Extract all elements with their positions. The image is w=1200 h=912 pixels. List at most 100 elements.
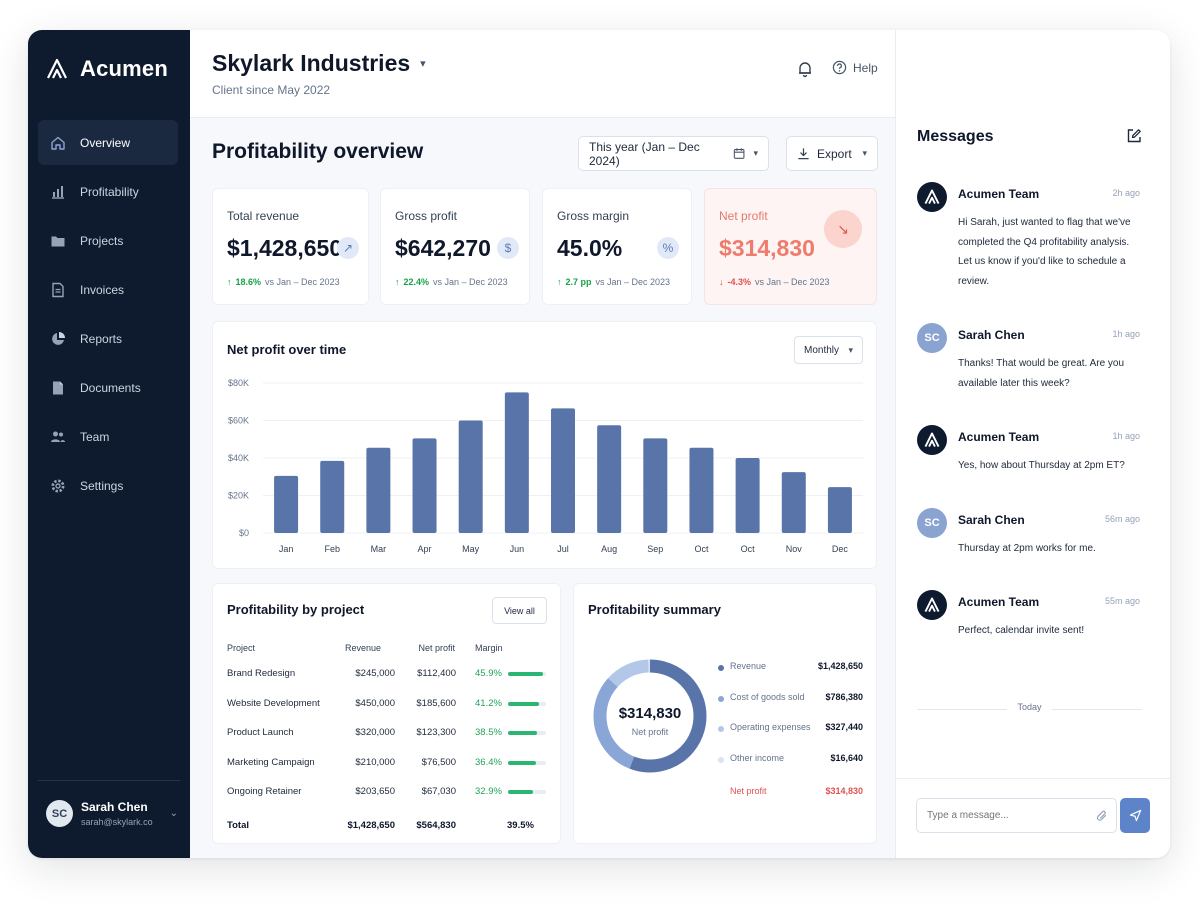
compose-icon[interactable] <box>1126 128 1142 144</box>
x-tick-label: Oct <box>741 544 756 554</box>
brand-name: Acumen <box>80 56 168 81</box>
table-row[interactable]: Product Launch $320,000 $123,300 38.5% <box>227 720 549 750</box>
sidebar-item-reports[interactable]: Reports <box>38 316 178 361</box>
x-tick-label: Oct <box>694 544 709 554</box>
home-icon <box>51 136 65 150</box>
chart-bar[interactable] <box>781 472 806 533</box>
table-row[interactable]: Brand Redesign $245,000 $112,400 45.9% <box>227 661 549 691</box>
sidebar-item-settings[interactable]: Settings <box>38 463 178 508</box>
sidebar-item-label: Team <box>80 429 110 444</box>
sidebar-item-overview[interactable]: Overview <box>38 120 178 165</box>
user-menu[interactable]: SC Sarah Chen sarah@skylark.co ⌄ <box>46 800 178 827</box>
margin-bar-fill <box>508 672 543 676</box>
donut-center-label: Net profit <box>632 727 669 737</box>
x-tick-label: Mar <box>371 544 387 554</box>
percent-icon: % <box>657 237 679 259</box>
sidebar-item-profitability[interactable]: Profitability <box>38 169 178 214</box>
kpi-card-gross-margin: Gross margin 45.0% % ↑ 2.7 pp vs Jan – D… <box>542 188 692 305</box>
kpi-change: ↑ 22.4% vs Jan – Dec 2023 <box>395 277 508 287</box>
total-net-profit: $564,830 <box>416 819 456 831</box>
donut-segment[interactable] <box>593 659 707 773</box>
table-row[interactable]: Ongoing Retainer $203,650 $67,030 32.9% <box>227 779 549 809</box>
sidebar-item-documents[interactable]: Documents <box>38 365 178 410</box>
chart-bar[interactable] <box>643 438 668 533</box>
column-header-margin: Margin <box>475 643 503 653</box>
project-name: Product Launch <box>227 727 294 738</box>
kpi-label: Total revenue <box>227 209 300 223</box>
kpi-value: $1,428,650 <box>227 235 343 261</box>
project-margin: 38.5% <box>475 727 502 738</box>
table-header: Project Revenue Net profit Margin <box>227 635 549 661</box>
projects-title: Profitability by project <box>227 602 365 617</box>
chart-bar[interactable] <box>458 420 483 534</box>
brand[interactable]: Acumen <box>46 56 168 82</box>
chart-bar[interactable] <box>689 447 714 533</box>
export-button[interactable]: Export ▾ <box>786 136 878 171</box>
legend-label: Operating expenses <box>730 722 811 732</box>
kpi-change-value: -4.3% <box>727 277 752 287</box>
date-range-picker[interactable]: This year (Jan – Dec 2024) ▾ <box>578 136 769 171</box>
message-text: Yes, how about Thursday at 2pm ET? <box>958 460 1125 471</box>
chart-bar[interactable] <box>274 475 299 533</box>
profitability-summary-card: Profitability summary $314,830 Net profi… <box>573 583 877 844</box>
message-text: Thanks! That would be great. Are you ava… <box>958 358 1125 389</box>
sidebar-item-label: Overview <box>80 135 131 150</box>
acumen-logo-icon <box>917 590 947 620</box>
chevron-down-icon: ▾ <box>753 148 758 158</box>
table-row[interactable]: Marketing Campaign $210,000 $76,500 36.4… <box>227 750 549 780</box>
kpi-card-total-revenue: Total revenue $1,428,650 ↗ ↑ 18.6% vs Ja… <box>212 188 369 305</box>
chart-bar[interactable] <box>551 408 575 533</box>
client-name: Skylark Industries <box>212 50 411 76</box>
gear-icon <box>51 479 65 492</box>
sidebar-item-team[interactable]: Team <box>38 414 178 459</box>
x-tick-label: Aug <box>601 544 617 554</box>
client-since: Client since May 2022 <box>212 83 331 97</box>
chart-bar[interactable] <box>366 447 391 533</box>
summary-legend: Revenue $1,428,650 Cost of goods sold $7… <box>718 661 863 817</box>
legend-label: Net profit <box>730 786 767 796</box>
total-margin: 39.5% <box>507 819 534 831</box>
project-profitability-card: Profitability by project View all Projec… <box>212 583 561 844</box>
bell-icon[interactable] <box>796 60 814 78</box>
summary-title: Profitability summary <box>588 602 721 617</box>
sidebar-item-invoices[interactable]: Invoices <box>38 267 178 312</box>
chevron-down-icon[interactable]: ⌄ <box>169 808 178 819</box>
view-all-button[interactable]: View all <box>492 597 547 624</box>
arrow-up-icon: ↑ <box>227 277 232 287</box>
sidebar-nav: Overview Profitability Projects Invoices… <box>38 120 178 512</box>
table-row[interactable]: Website Development $450,000 $185,600 41… <box>227 691 549 721</box>
kpi-value: 45.0% <box>557 235 623 261</box>
help-button[interactable]: Help <box>832 60 878 75</box>
message-text: Hi Sarah, just wanted to flag that we've… <box>958 217 1131 287</box>
project-revenue: $450,000 <box>355 697 395 709</box>
chart-bar[interactable] <box>320 460 345 533</box>
project-net-profit: $123,300 <box>416 727 456 738</box>
total-revenue: $1,428,650 <box>347 819 395 831</box>
page-title: Profitability overview <box>212 140 424 163</box>
divider-line <box>1052 709 1142 710</box>
chart-bar[interactable] <box>504 392 529 533</box>
legend-dot <box>718 695 724 702</box>
project-margin: 36.4% <box>475 756 502 768</box>
period-select[interactable]: Monthly ▾ <box>794 336 863 364</box>
chart-bar[interactable] <box>735 458 760 533</box>
client-switcher[interactable]: Skylark Industries ▾ <box>212 50 426 77</box>
chart-bar[interactable] <box>827 487 852 533</box>
x-tick-label: Sep <box>647 544 663 554</box>
chart-title: Net profit over time <box>227 342 347 357</box>
arrow-up-icon: ↑ <box>557 277 562 287</box>
x-tick-label: Jan <box>279 544 294 554</box>
export-label: Export <box>817 146 852 161</box>
chart-bar[interactable] <box>597 425 622 533</box>
sidebar-item-projects[interactable]: Projects <box>38 218 178 263</box>
chart-bar[interactable] <box>412 438 437 533</box>
summary-donut-chart: $314,830 Net profit <box>593 659 707 773</box>
message-input[interactable] <box>916 798 1117 833</box>
donut-segment[interactable] <box>593 659 707 773</box>
legend-dot <box>718 756 724 763</box>
message-item: Acumen Team 2h ago Hi Sarah, just wanted… <box>917 182 1142 292</box>
attachment-icon[interactable] <box>1096 809 1108 823</box>
send-button[interactable] <box>1120 798 1150 833</box>
project-margin: 32.9% <box>475 786 502 797</box>
sidebar-item-label: Profitability <box>80 184 139 199</box>
